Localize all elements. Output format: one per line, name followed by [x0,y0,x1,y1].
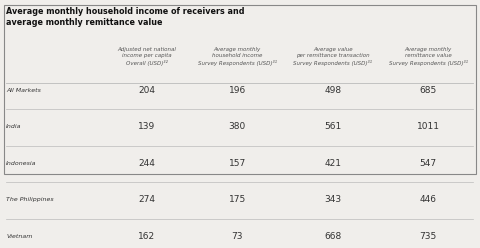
Text: Average monthly
remittance value
Survey Respondents (USD)³¹: Average monthly remittance value Survey … [389,47,468,66]
Text: 343: 343 [324,195,341,204]
Text: 274: 274 [138,195,156,204]
Text: 421: 421 [324,159,341,168]
Text: 196: 196 [229,86,246,95]
Text: 175: 175 [229,195,246,204]
Text: All Markets: All Markets [6,88,41,93]
Text: 157: 157 [229,159,246,168]
Text: Average monthly household income of receivers and
average monthly remittance val: Average monthly household income of rece… [6,7,245,28]
Text: 162: 162 [138,232,156,241]
Text: India: India [6,124,22,129]
Text: 1011: 1011 [417,123,440,131]
Text: 685: 685 [420,86,437,95]
Text: 380: 380 [229,123,246,131]
Text: The Philippines: The Philippines [6,197,54,202]
Text: 73: 73 [232,232,243,241]
Text: 547: 547 [420,159,437,168]
Text: 139: 139 [138,123,156,131]
Text: 446: 446 [420,195,437,204]
Text: 204: 204 [138,86,156,95]
Text: 735: 735 [420,232,437,241]
Text: Average monthly
household income
Survey Respondents (USD)³¹: Average monthly household income Survey … [198,47,277,66]
Text: Indonesia: Indonesia [6,161,36,166]
Text: 561: 561 [324,123,341,131]
Text: 498: 498 [324,86,341,95]
Text: Average value
per remittance transaction
Survey Respondents (USD)³¹: Average value per remittance transaction… [293,47,372,66]
Text: Adjusted net national
income per capita
Overall (USD)³²: Adjusted net national income per capita … [118,47,176,66]
Text: Vietnam: Vietnam [6,234,33,239]
Text: 668: 668 [324,232,341,241]
Text: 244: 244 [138,159,155,168]
